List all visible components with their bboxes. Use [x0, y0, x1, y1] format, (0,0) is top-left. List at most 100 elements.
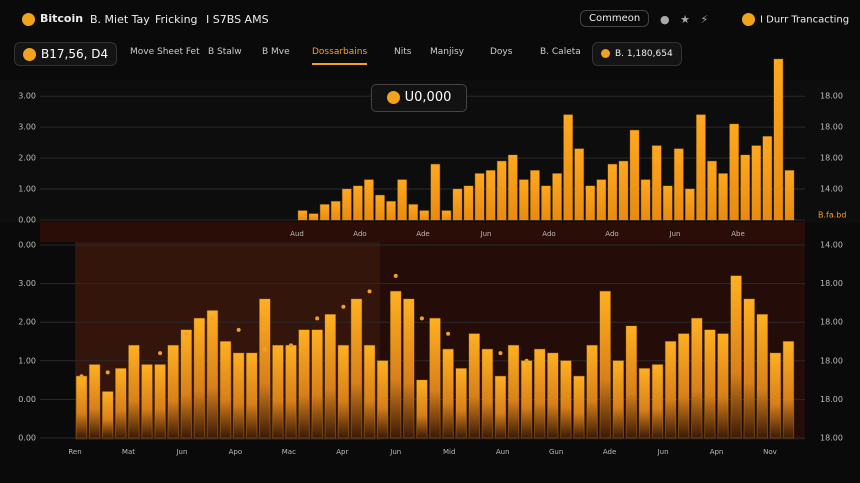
search-box[interactable]: Commeon [580, 10, 650, 27]
bar [518, 179, 529, 221]
balance[interactable]: B17,56, D4 [14, 42, 118, 66]
brand[interactable]: Bitcoin [22, 12, 83, 26]
line-point [367, 289, 372, 294]
line-point [498, 351, 503, 356]
bar [585, 185, 596, 221]
bar [463, 185, 474, 221]
line-point [79, 374, 84, 379]
status[interactable]: I Durr Trancacting [742, 12, 850, 26]
y-tick-label: 1.00 [18, 185, 36, 194]
tab[interactable]: Dossarbains [312, 47, 368, 65]
balance-text: B17,56, D4 [41, 47, 109, 61]
bar [455, 368, 467, 439]
line-point [131, 362, 136, 367]
line-point [105, 370, 110, 375]
line-point [341, 304, 346, 309]
bar [782, 341, 795, 439]
bar [272, 344, 284, 439]
bar [640, 179, 651, 221]
bar [662, 185, 673, 221]
status-text: I Durr Trancacting [760, 14, 850, 25]
bar [485, 169, 496, 221]
price-text: B. 1,180,654 [615, 49, 673, 59]
tab[interactable]: Move Sheet Fet [130, 47, 200, 57]
price[interactable]: B. 1,180,654 [592, 42, 682, 66]
bar [651, 145, 662, 221]
y2-tick-label: 18.00 [820, 395, 843, 404]
line-point [393, 273, 398, 278]
bar [341, 188, 352, 221]
bar [324, 313, 337, 439]
bar [762, 135, 773, 221]
y2-tick-label: 18.00 [820, 434, 843, 443]
bar [474, 173, 485, 221]
tab[interactable]: B. Caleta [540, 47, 581, 57]
nav-item[interactable]: B. Miet Tay [90, 12, 150, 26]
tab[interactable]: B Stalw [208, 47, 242, 57]
bar [350, 298, 363, 439]
bar [330, 200, 341, 221]
bar [245, 352, 258, 439]
header: Bitcoin B. Miet Tay Fricking I S7BS AMS … [0, 0, 860, 38]
bar [193, 317, 206, 439]
bar [552, 173, 562, 221]
x-tick-label: Mat [122, 448, 135, 456]
bar [684, 188, 695, 221]
bar [729, 123, 740, 221]
x-tick-label: Ado [542, 230, 555, 238]
bar [677, 333, 690, 439]
line-point [419, 316, 424, 321]
tab[interactable]: Doys [490, 47, 513, 57]
tab[interactable]: Nits [394, 47, 412, 57]
y2-tick-label: 18.00 [820, 123, 843, 132]
axis-strip [40, 222, 805, 242]
bar [408, 204, 419, 221]
bar [574, 148, 585, 221]
x-tick-label: Mac [282, 448, 296, 456]
x-tick-label: Ado [605, 230, 618, 238]
x-tick-label: Apr [336, 448, 348, 456]
y-tick-label: 0.00 [18, 216, 36, 225]
bar [441, 210, 452, 221]
bar [167, 344, 179, 439]
nav-item[interactable]: I S7BS AMS [206, 12, 269, 26]
bar [740, 154, 751, 221]
x-tick-label: Jun [389, 448, 401, 456]
bar [375, 194, 385, 221]
x-tick-label: Apo [229, 448, 243, 456]
tab[interactable]: Manjisy [430, 47, 465, 57]
bar [115, 368, 127, 439]
bar [751, 145, 762, 221]
bar [563, 114, 574, 221]
y-tick-label: 0.00 [18, 434, 36, 443]
bar [363, 344, 376, 439]
bar [389, 290, 402, 439]
y2-tick-label: 18.00 [820, 92, 843, 101]
x-tick-label: Jun [175, 448, 187, 456]
y-tick-label: 0.00 [18, 241, 36, 250]
icons[interactable]: ● ★ ⚡ [660, 12, 709, 26]
bar [596, 179, 607, 221]
nav-item[interactable]: Fricking [155, 12, 198, 26]
bar [718, 173, 728, 221]
bar [468, 333, 481, 439]
brand-text: Bitcoin [40, 12, 84, 26]
x-tick-label: Jun [669, 230, 681, 238]
bar [612, 360, 625, 439]
line-point [262, 347, 267, 352]
line-point [158, 351, 163, 356]
bar [599, 290, 611, 439]
bar [756, 313, 769, 439]
y-tick-label: 1.00 [18, 356, 36, 365]
y2-tick-label: 18.00 [820, 154, 843, 163]
tab[interactable]: B Mve [262, 47, 290, 57]
x-tick-label: Ade [416, 230, 429, 238]
toolbar: B17,56, D4 Move Sheet Fet B Stalw B Mve Dos… [0, 42, 860, 68]
bar [651, 364, 664, 439]
line-point [210, 316, 215, 321]
x-tick-label: Aun [496, 448, 510, 456]
bar [442, 348, 454, 439]
line-point [184, 331, 189, 336]
bar [704, 329, 716, 439]
bar [364, 179, 374, 221]
